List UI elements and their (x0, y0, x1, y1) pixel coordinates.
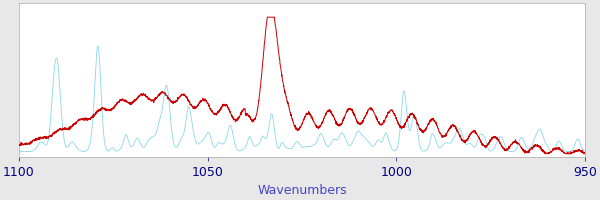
X-axis label: Wavenumbers: Wavenumbers (257, 184, 347, 197)
